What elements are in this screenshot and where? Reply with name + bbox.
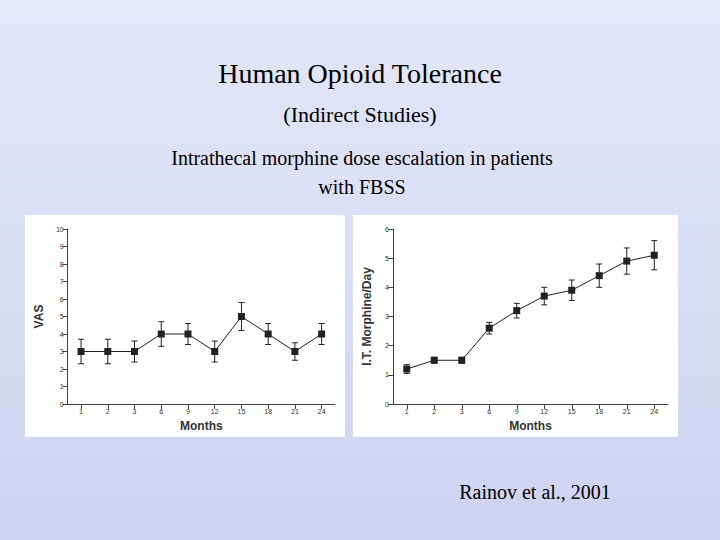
svg-text:5: 5	[60, 313, 64, 320]
svg-text:21: 21	[623, 408, 631, 415]
svg-text:6: 6	[385, 226, 389, 233]
svg-text:24: 24	[318, 408, 326, 415]
svg-text:12: 12	[211, 408, 219, 415]
svg-text:4: 4	[385, 284, 389, 291]
svg-text:6: 6	[487, 408, 491, 415]
svg-text:7: 7	[60, 278, 64, 285]
svg-text:21: 21	[291, 408, 299, 415]
svg-text:18: 18	[595, 408, 603, 415]
html-text:Rainov et al., 2001: Rainov et al., 2001	[459, 481, 611, 503]
svg-text:9: 9	[186, 408, 190, 415]
svg-text:2: 2	[385, 342, 389, 349]
svg-text:6: 6	[60, 296, 64, 303]
svg-text:Months: Months	[509, 419, 552, 433]
svg-text:15: 15	[238, 408, 246, 415]
svg-text:12: 12	[540, 408, 548, 415]
svg-text:1: 1	[385, 371, 389, 378]
svg-text:3: 3	[460, 408, 464, 415]
svg-text:1: 1	[405, 408, 409, 415]
svg-text:Months: Months	[180, 419, 223, 433]
svg-text:0: 0	[60, 401, 64, 408]
svg-text:15: 15	[568, 408, 576, 415]
svg-text:4: 4	[60, 331, 64, 338]
svg-text:2: 2	[432, 408, 436, 415]
svg-text:3: 3	[60, 348, 64, 355]
svg-text:2: 2	[106, 408, 110, 415]
html-text:Human Opioid Tolerance: Human Opioid Tolerance	[218, 58, 502, 89]
svg-text:9: 9	[60, 243, 64, 250]
svg-text:I.T. Morphine/Day: I.T. Morphine/Day	[360, 267, 374, 366]
svg-text:1: 1	[79, 408, 83, 415]
html-text:Intrathecal morphine dose esca: Intrathecal morphine dose escalation in …	[171, 147, 553, 198]
svg-text:3: 3	[133, 408, 137, 415]
svg-text:VAS: VAS	[32, 305, 46, 329]
svg-text:24: 24	[650, 408, 658, 415]
svg-text:2: 2	[60, 366, 64, 373]
html-text:(Indirect Studies): (Indirect Studies)	[283, 102, 437, 127]
svg-text:10: 10	[56, 226, 64, 233]
svg-text:18: 18	[264, 408, 272, 415]
svg-text:8: 8	[60, 261, 64, 268]
svg-text:3: 3	[385, 313, 389, 320]
svg-text:9: 9	[515, 408, 519, 415]
svg-text:5: 5	[385, 255, 389, 262]
svg-text:6: 6	[159, 408, 163, 415]
svg-text:1: 1	[60, 383, 64, 390]
svg-text:0: 0	[385, 401, 389, 408]
